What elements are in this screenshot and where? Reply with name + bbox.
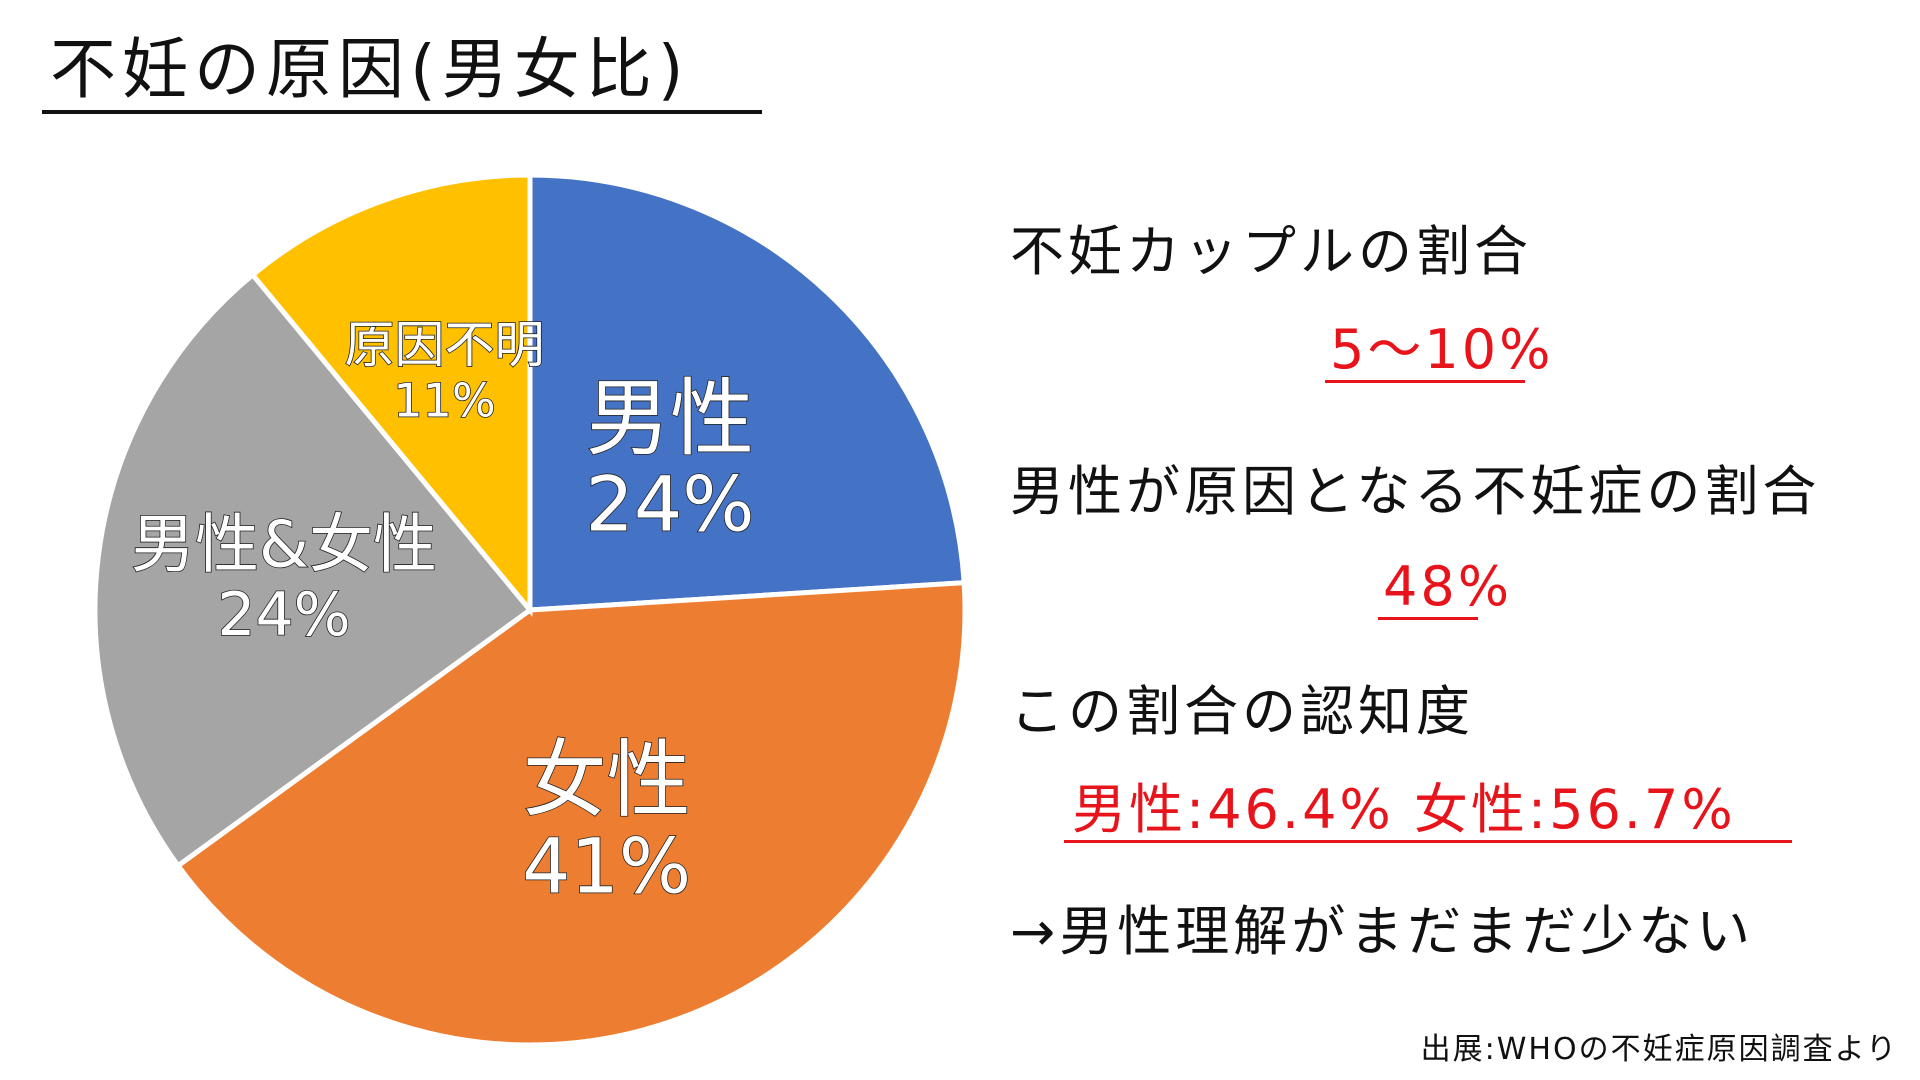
- slice-name-label: 男性: [586, 369, 754, 467]
- fact-value: 男性:46.4% 女性:56.7%: [1072, 778, 1736, 841]
- fact-value-underline: [1378, 617, 1478, 620]
- fact-heading: この割合の認知度: [1010, 680, 1474, 743]
- fact-value-underline: [1064, 840, 1792, 843]
- slice-value-label: 24%: [585, 460, 754, 549]
- conclusion-text: →男性理解がまだまだ少ない: [1010, 900, 1755, 963]
- fact-male-cause-ratio: 男性が原因となる不妊症の割合: [1010, 460, 1890, 525]
- fact-value: 5〜10%: [1330, 318, 1554, 381]
- slice-value-label: 41%: [522, 821, 691, 910]
- conclusion: →男性理解がまだまだ少ない: [1010, 900, 1890, 965]
- fact-awareness: この割合の認知度: [1010, 680, 1890, 745]
- page-title: 不妊の原因(男女比): [50, 31, 690, 108]
- fact-value: 48%: [1383, 555, 1513, 618]
- pie-slice-3: [249, 172, 533, 617]
- slice-value-label: 24%: [217, 580, 350, 650]
- slice-value-label: 11%: [393, 374, 495, 428]
- source-note: 出展:WHOの不妊症原因調査より: [1420, 1032, 1898, 1067]
- fact-value-underline: [1325, 380, 1525, 383]
- pie-slice-1: [174, 580, 968, 1048]
- slice-name-label: 女性: [523, 731, 691, 829]
- pie-slice-2: [92, 271, 534, 870]
- fact-couple-ratio: 不妊カップルの割合: [1010, 220, 1890, 285]
- fact-heading: 不妊カップルの割合: [1010, 220, 1532, 283]
- fact-heading: 男性が原因となる不妊症の割合: [1010, 460, 1821, 523]
- pie-slice-0: [527, 172, 967, 613]
- slice-name-label: 原因不明: [345, 316, 545, 374]
- title-underline: [42, 110, 762, 114]
- slice-name-label: 男性&女性: [131, 508, 437, 582]
